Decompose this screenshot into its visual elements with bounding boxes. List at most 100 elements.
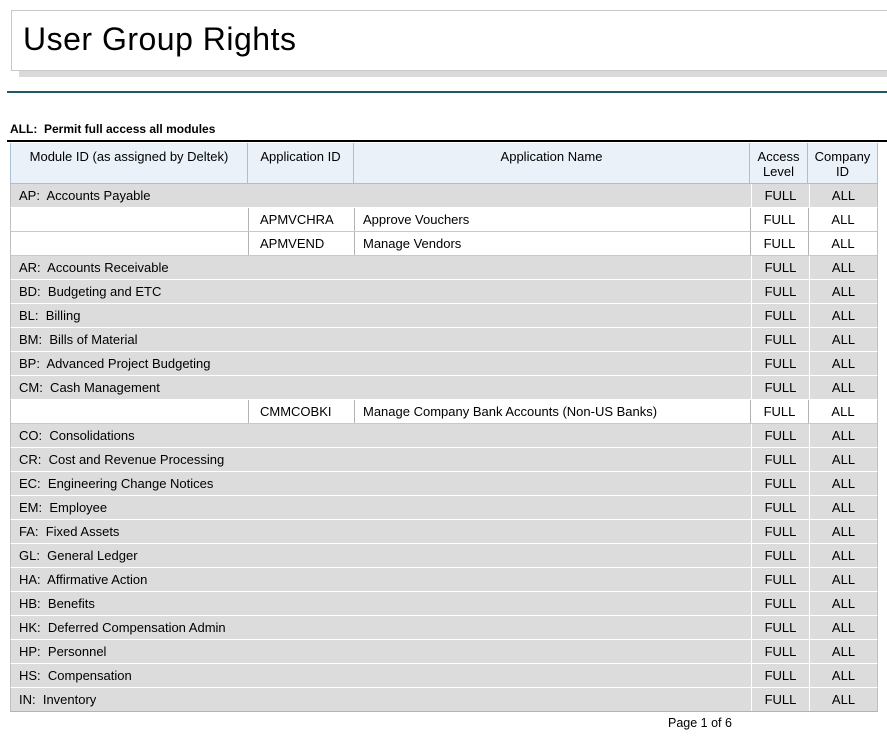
module-label: CR: Cost and Revenue Processing	[19, 452, 225, 467]
application-row: APMVEND Manage Vendors FULL ALL	[10, 232, 878, 256]
module-row: AP: Accounts Payable FULL ALL	[10, 184, 878, 208]
company-id-cell: ALL	[809, 568, 877, 591]
module-label: AR: Accounts Receivable	[19, 260, 169, 275]
module-label: EC: Engineering Change Notices	[19, 476, 214, 491]
company-id-cell: ALL	[809, 544, 877, 567]
access-level-cell: FULL	[751, 472, 809, 495]
company-id-cell: ALL	[809, 664, 877, 687]
module-row: HB: Benefits FULL ALL	[10, 592, 878, 616]
application-name-cell: Manage Company Bank Accounts (Non-US Ban…	[354, 400, 750, 423]
company-id-cell: ALL	[808, 208, 877, 231]
module-label: EM: Employee	[19, 500, 108, 515]
user-group-rights-table: Module ID (as assigned by Deltek) Applic…	[10, 143, 878, 712]
module-row: BM: Bills of Material FULL ALL	[10, 328, 878, 352]
module-row: EC: Engineering Change Notices FULL ALL	[10, 472, 878, 496]
table-body: AP: Accounts Payable FULL ALL APMVCHRA Appro…	[10, 184, 878, 712]
module-id-cell	[11, 400, 248, 423]
company-id-cell: ALL	[809, 520, 877, 543]
module-row: FA: Fixed Assets FULL ALL	[10, 520, 878, 544]
module-row: AR: Accounts Receivable FULL ALL	[10, 256, 878, 280]
module-row: CM: Cash Management FULL ALL	[10, 376, 878, 400]
company-id-cell: ALL	[809, 496, 877, 519]
company-id-cell: ALL	[809, 328, 877, 351]
module-label: BP: Advanced Project Budgeting	[19, 356, 211, 371]
table-top-rule	[7, 140, 887, 142]
access-level-cell: FULL	[750, 208, 808, 231]
module-row: HA: Affirmative Action FULL ALL	[10, 568, 878, 592]
column-header-application-name: Application Name	[354, 143, 750, 183]
module-row: BP: Advanced Project Budgeting FULL ALL	[10, 352, 878, 376]
access-level-cell: FULL	[751, 256, 809, 279]
module-label: BD: Budgeting and ETC	[19, 284, 162, 299]
access-level-cell: FULL	[751, 328, 809, 351]
page-title: User Group Rights	[23, 21, 297, 57]
application-id-cell: CMMCOBKI	[248, 400, 354, 423]
company-id-cell: ALL	[809, 688, 877, 711]
module-label: BL: Billing	[19, 308, 81, 323]
company-id-cell: ALL	[809, 616, 877, 639]
access-legend: ALL: Permit full access all modules	[10, 122, 215, 136]
application-name-cell: Manage Vendors	[354, 232, 750, 255]
company-id-cell: ALL	[809, 640, 877, 663]
module-label: CM: Cash Management	[19, 380, 160, 395]
application-id-cell: APMVCHRA	[248, 208, 354, 231]
module-row: IN: Inventory FULL ALL	[10, 688, 878, 712]
header-divider-line	[7, 91, 887, 93]
access-level-cell: FULL	[750, 232, 808, 255]
company-id-cell: ALL	[809, 472, 877, 495]
module-row: HP: Personnel FULL ALL	[10, 640, 878, 664]
access-level-cell: FULL	[751, 496, 809, 519]
module-row: GL: General Ledger FULL ALL	[10, 544, 878, 568]
legend-spacer	[37, 122, 44, 136]
module-label: IN: Inventory	[19, 692, 97, 707]
legend-label: ALL:	[10, 122, 38, 136]
access-level-cell: FULL	[751, 184, 809, 207]
company-id-cell: ALL	[809, 304, 877, 327]
access-level-cell: FULL	[751, 544, 809, 567]
company-id-cell: ALL	[808, 232, 877, 255]
access-level-cell: FULL	[751, 616, 809, 639]
module-label: AP: Accounts Payable	[19, 188, 151, 203]
module-row: CO: Consolidations FULL ALL	[10, 424, 878, 448]
access-level-cell: FULL	[751, 376, 809, 399]
module-label: HS: Compensation	[19, 668, 132, 683]
module-row: BD: Budgeting and ETC FULL ALL	[10, 280, 878, 304]
access-level-cell: FULL	[751, 424, 809, 447]
column-header-application-id: Application ID	[248, 143, 354, 183]
module-row: HK: Deferred Compensation Admin FULL ALL	[10, 616, 878, 640]
module-row: EM: Employee FULL ALL	[10, 496, 878, 520]
module-label: HA: Affirmative Action	[19, 572, 148, 587]
company-id-cell: ALL	[809, 376, 877, 399]
company-id-cell: ALL	[809, 280, 877, 303]
company-id-cell: ALL	[809, 256, 877, 279]
module-id-cell	[11, 208, 248, 231]
column-header-company-id: Company ID	[814, 149, 871, 179]
company-id-cell: ALL	[809, 448, 877, 471]
application-id-cell: APMVEND	[248, 232, 354, 255]
access-level-cell: FULL	[750, 400, 808, 423]
company-id-cell: ALL	[809, 592, 877, 615]
module-row: BL: Billing FULL ALL	[10, 304, 878, 328]
application-name-cell: Approve Vouchers	[354, 208, 750, 231]
module-label: CO: Consolidations	[19, 428, 135, 443]
module-label: HP: Personnel	[19, 644, 107, 659]
access-level-cell: FULL	[751, 352, 809, 375]
company-id-cell: ALL	[809, 424, 877, 447]
module-label: BM: Bills of Material	[19, 332, 138, 347]
access-level-cell: FULL	[751, 592, 809, 615]
access-level-cell: FULL	[751, 568, 809, 591]
access-level-cell: FULL	[751, 304, 809, 327]
access-level-cell: FULL	[751, 640, 809, 663]
company-id-cell: ALL	[809, 352, 877, 375]
company-id-cell: ALL	[808, 400, 877, 423]
module-label: GL: General Ledger	[19, 548, 138, 563]
module-row: CR: Cost and Revenue Processing FULL ALL	[10, 448, 878, 472]
module-label: FA: Fixed Assets	[19, 524, 120, 539]
legend-text: Permit full access all modules	[44, 122, 216, 136]
access-level-cell: FULL	[751, 664, 809, 687]
column-header-access-level: Access Level	[750, 143, 808, 183]
module-row: HS: Compensation FULL ALL	[10, 664, 878, 688]
application-row: CMMCOBKI Manage Company Bank Accounts (No…	[10, 400, 878, 424]
application-row: APMVCHRA Approve Vouchers FULL ALL	[10, 208, 878, 232]
